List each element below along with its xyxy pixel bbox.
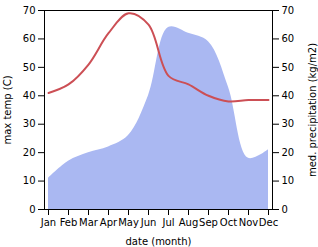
- svg-text:Nov: Nov: [239, 217, 259, 228]
- svg-text:date (month): date (month): [126, 236, 192, 247]
- svg-text:max temp (C): max temp (C): [2, 75, 13, 144]
- svg-text:10: 10: [282, 175, 295, 186]
- svg-text:Mar: Mar: [79, 217, 99, 228]
- svg-text:Jan: Jan: [40, 217, 56, 228]
- svg-text:0: 0: [282, 204, 288, 215]
- svg-text:Sep: Sep: [199, 217, 218, 228]
- svg-text:60: 60: [23, 33, 36, 44]
- svg-text:20: 20: [282, 147, 295, 158]
- svg-text:Apr: Apr: [100, 217, 118, 228]
- svg-text:0: 0: [29, 204, 35, 215]
- svg-text:Aug: Aug: [179, 217, 199, 228]
- svg-text:40: 40: [282, 90, 295, 101]
- svg-text:50: 50: [282, 62, 295, 73]
- svg-text:50: 50: [23, 62, 36, 73]
- svg-text:70: 70: [23, 5, 36, 16]
- svg-text:Jul: Jul: [161, 217, 174, 228]
- svg-text:May: May: [118, 217, 139, 228]
- svg-text:Dec: Dec: [259, 217, 278, 228]
- svg-text:60: 60: [282, 33, 295, 44]
- svg-text:Jun: Jun: [140, 217, 157, 228]
- svg-text:10: 10: [23, 175, 36, 186]
- svg-text:40: 40: [23, 90, 36, 101]
- svg-text:med. precipitation (kg/m2): med. precipitation (kg/m2): [307, 43, 318, 177]
- svg-text:Feb: Feb: [60, 217, 78, 228]
- svg-text:70: 70: [282, 5, 295, 16]
- svg-text:30: 30: [282, 118, 295, 129]
- svg-text:Oct: Oct: [220, 217, 237, 228]
- svg-text:20: 20: [23, 147, 36, 158]
- svg-text:30: 30: [23, 118, 36, 129]
